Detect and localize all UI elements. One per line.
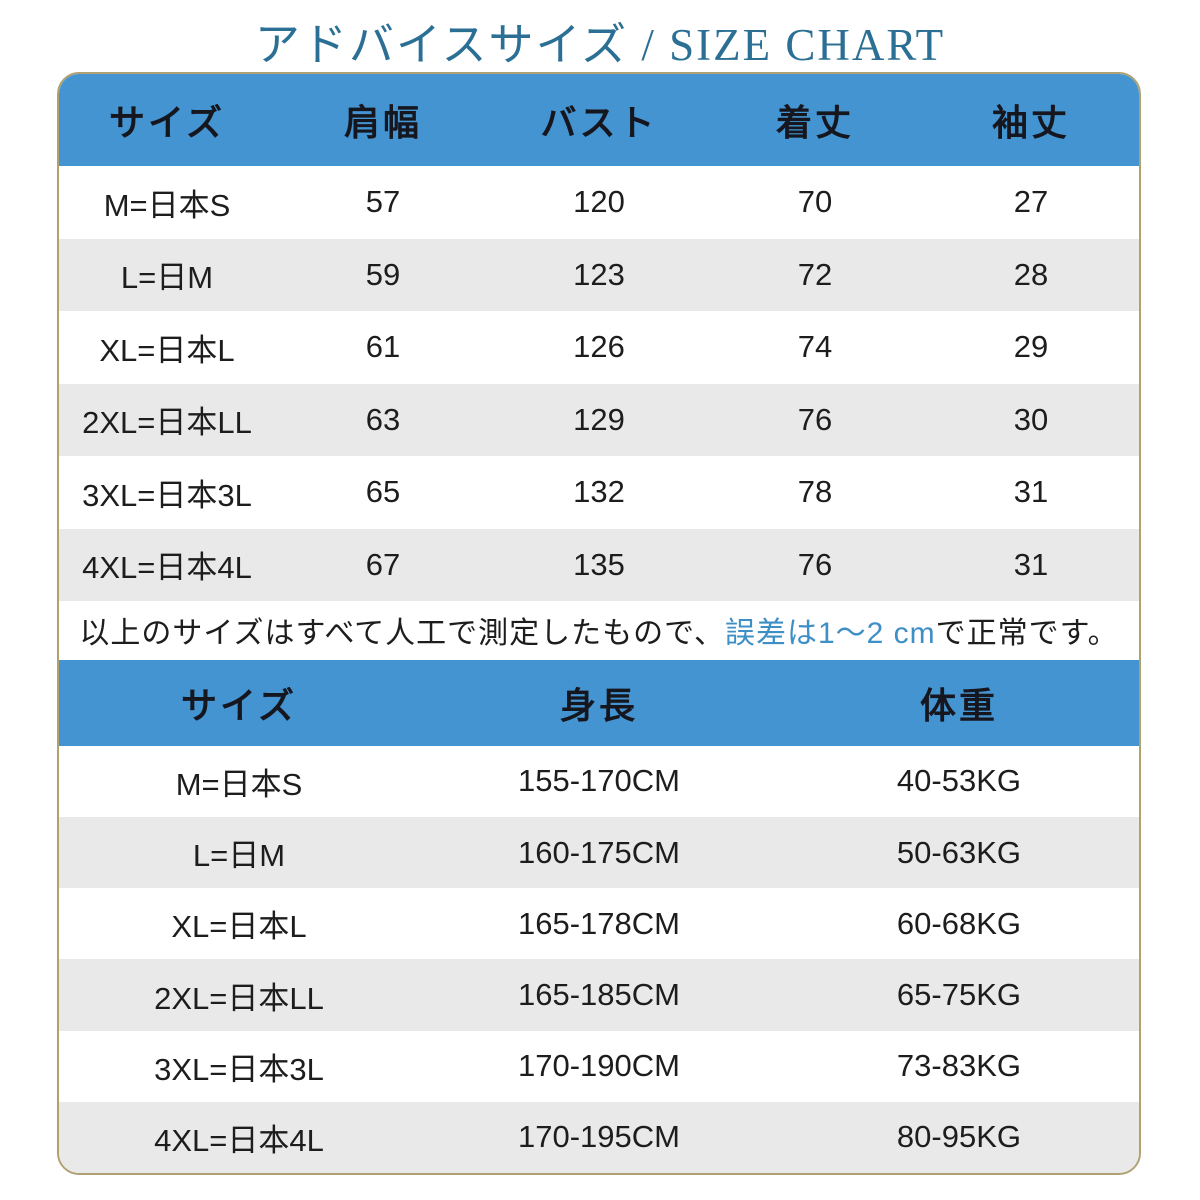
- page-title: アドバイスサイズ / SIZE CHART: [254, 20, 946, 70]
- weight-value: 50-63KG: [896, 834, 1021, 870]
- body-table-row: M=日本S 155-170CM 40-53KG: [59, 745, 1139, 818]
- size-label: 3XL=日本3L: [82, 477, 252, 513]
- body-table-row: XL=日本L 165-178CM 60-68KG: [59, 888, 1139, 960]
- size-chart-frame: サイズ 肩幅 バスト 着丈 袖丈 M=日本S 57 120 70 27 L=日M…: [57, 72, 1141, 1175]
- length-value: 74: [797, 329, 833, 365]
- size-label: M=日本S: [103, 187, 231, 223]
- shoulder-value: 65: [365, 474, 401, 510]
- height-value: 170-190CM: [517, 1048, 680, 1084]
- height-value: 170-195CM: [517, 1119, 680, 1155]
- body-table-header-row: サイズ 身長 体重: [59, 659, 1139, 746]
- height-value: 160-175CM: [517, 834, 680, 870]
- size-label: 4XL=日本4L: [154, 1122, 324, 1158]
- weight-value: 65-75KG: [896, 977, 1021, 1013]
- bust-value: 120: [573, 184, 625, 220]
- body-table-rows: M=日本S 155-170CM 40-53KG L=日M 160-175CM 5…: [59, 745, 1139, 1173]
- body-table-row: 3XL=日本3L 170-190CM 73-83KG: [59, 1030, 1139, 1102]
- sleeve-value: 27: [1013, 184, 1049, 220]
- body-table-header-size: サイズ: [181, 684, 297, 726]
- size-table-header-size: サイズ: [109, 102, 225, 143]
- shoulder-value: 59: [365, 256, 401, 292]
- height-value: 155-170CM: [517, 763, 680, 799]
- size-table-header-sleeve: 袖丈: [991, 102, 1070, 143]
- bust-value: 126: [573, 329, 625, 365]
- weight-value: 80-95KG: [896, 1119, 1021, 1155]
- sleeve-value: 28: [1013, 256, 1049, 292]
- size-table-row: L=日M 59 123 72 28: [59, 238, 1139, 311]
- note-text-leading: 以上のサイズはすべて人工で測定したもので、: [79, 617, 725, 651]
- weight-value: 60-68KG: [896, 905, 1021, 941]
- size-label: XL=日本L: [99, 332, 235, 368]
- bust-value: 135: [573, 546, 625, 582]
- length-value: 70: [797, 184, 833, 220]
- size-label: 2XL=日本LL: [154, 980, 324, 1016]
- note-text-highlight: 誤差は1～2 cm: [724, 617, 936, 651]
- body-table-header-height: 身長: [559, 684, 638, 726]
- bust-value: 123: [573, 256, 625, 292]
- size-label: 4XL=日本4L: [82, 550, 252, 586]
- height-value: 165-178CM: [517, 905, 680, 941]
- size-label: 2XL=日本LL: [82, 405, 252, 441]
- size-table-header-row: サイズ 肩幅 バスト 着丈 袖丈: [59, 74, 1139, 166]
- sleeve-value: 30: [1013, 401, 1049, 437]
- body-table-row: 2XL=日本LL 165-185CM 65-75KG: [59, 959, 1139, 1031]
- sleeve-value: 31: [1013, 474, 1049, 510]
- size-table-row: 2XL=日本LL 63 129 76 30: [59, 383, 1139, 456]
- sleeve-value: 29: [1013, 329, 1049, 365]
- shoulder-value: 61: [365, 329, 401, 365]
- size-table-row: XL=日本L 61 126 74 29: [59, 311, 1139, 384]
- size-table-header-length: 着丈: [775, 102, 854, 143]
- shoulder-value: 67: [365, 546, 401, 582]
- size-label: XL=日本L: [171, 909, 307, 945]
- size-label: L=日M: [192, 838, 286, 874]
- bust-value: 129: [573, 401, 625, 437]
- size-label: 3XL=日本3L: [154, 1051, 324, 1087]
- bust-value: 132: [573, 474, 625, 510]
- size-table-row: M=日本S 57 120 70 27: [59, 166, 1139, 239]
- length-value: 78: [797, 474, 833, 510]
- shoulder-value: 63: [365, 401, 401, 437]
- size-table-row: 3XL=日本3L 65 132 78 31: [59, 456, 1139, 529]
- body-table-header-weight: 体重: [919, 684, 998, 726]
- size-table-header-shoulder: 肩幅: [343, 102, 422, 143]
- size-label: M=日本S: [175, 766, 303, 802]
- shoulder-value: 57: [365, 184, 401, 220]
- length-value: 76: [797, 401, 833, 437]
- measurement-note: 以上のサイズはすべて人工で測定したもので、 誤差は1～2 cm で正常です。: [59, 601, 1139, 660]
- length-value: 76: [797, 546, 833, 582]
- weight-value: 73-83KG: [896, 1048, 1021, 1084]
- size-table-row: 4XL=日本4L 67 135 76 31: [59, 528, 1139, 601]
- size-table-header-bust: バスト: [540, 102, 658, 143]
- height-value: 165-185CM: [517, 977, 680, 1013]
- body-table-row: L=日M 160-175CM 50-63KG: [59, 817, 1139, 889]
- body-table-row: 4XL=日本4L 170-195CM 80-95KG: [59, 1101, 1139, 1173]
- size-label: L=日M: [120, 260, 214, 296]
- sleeve-value: 31: [1013, 546, 1049, 582]
- length-value: 72: [797, 256, 833, 292]
- weight-value: 40-53KG: [896, 763, 1021, 799]
- note-text-trailing: で正常です。: [935, 617, 1119, 651]
